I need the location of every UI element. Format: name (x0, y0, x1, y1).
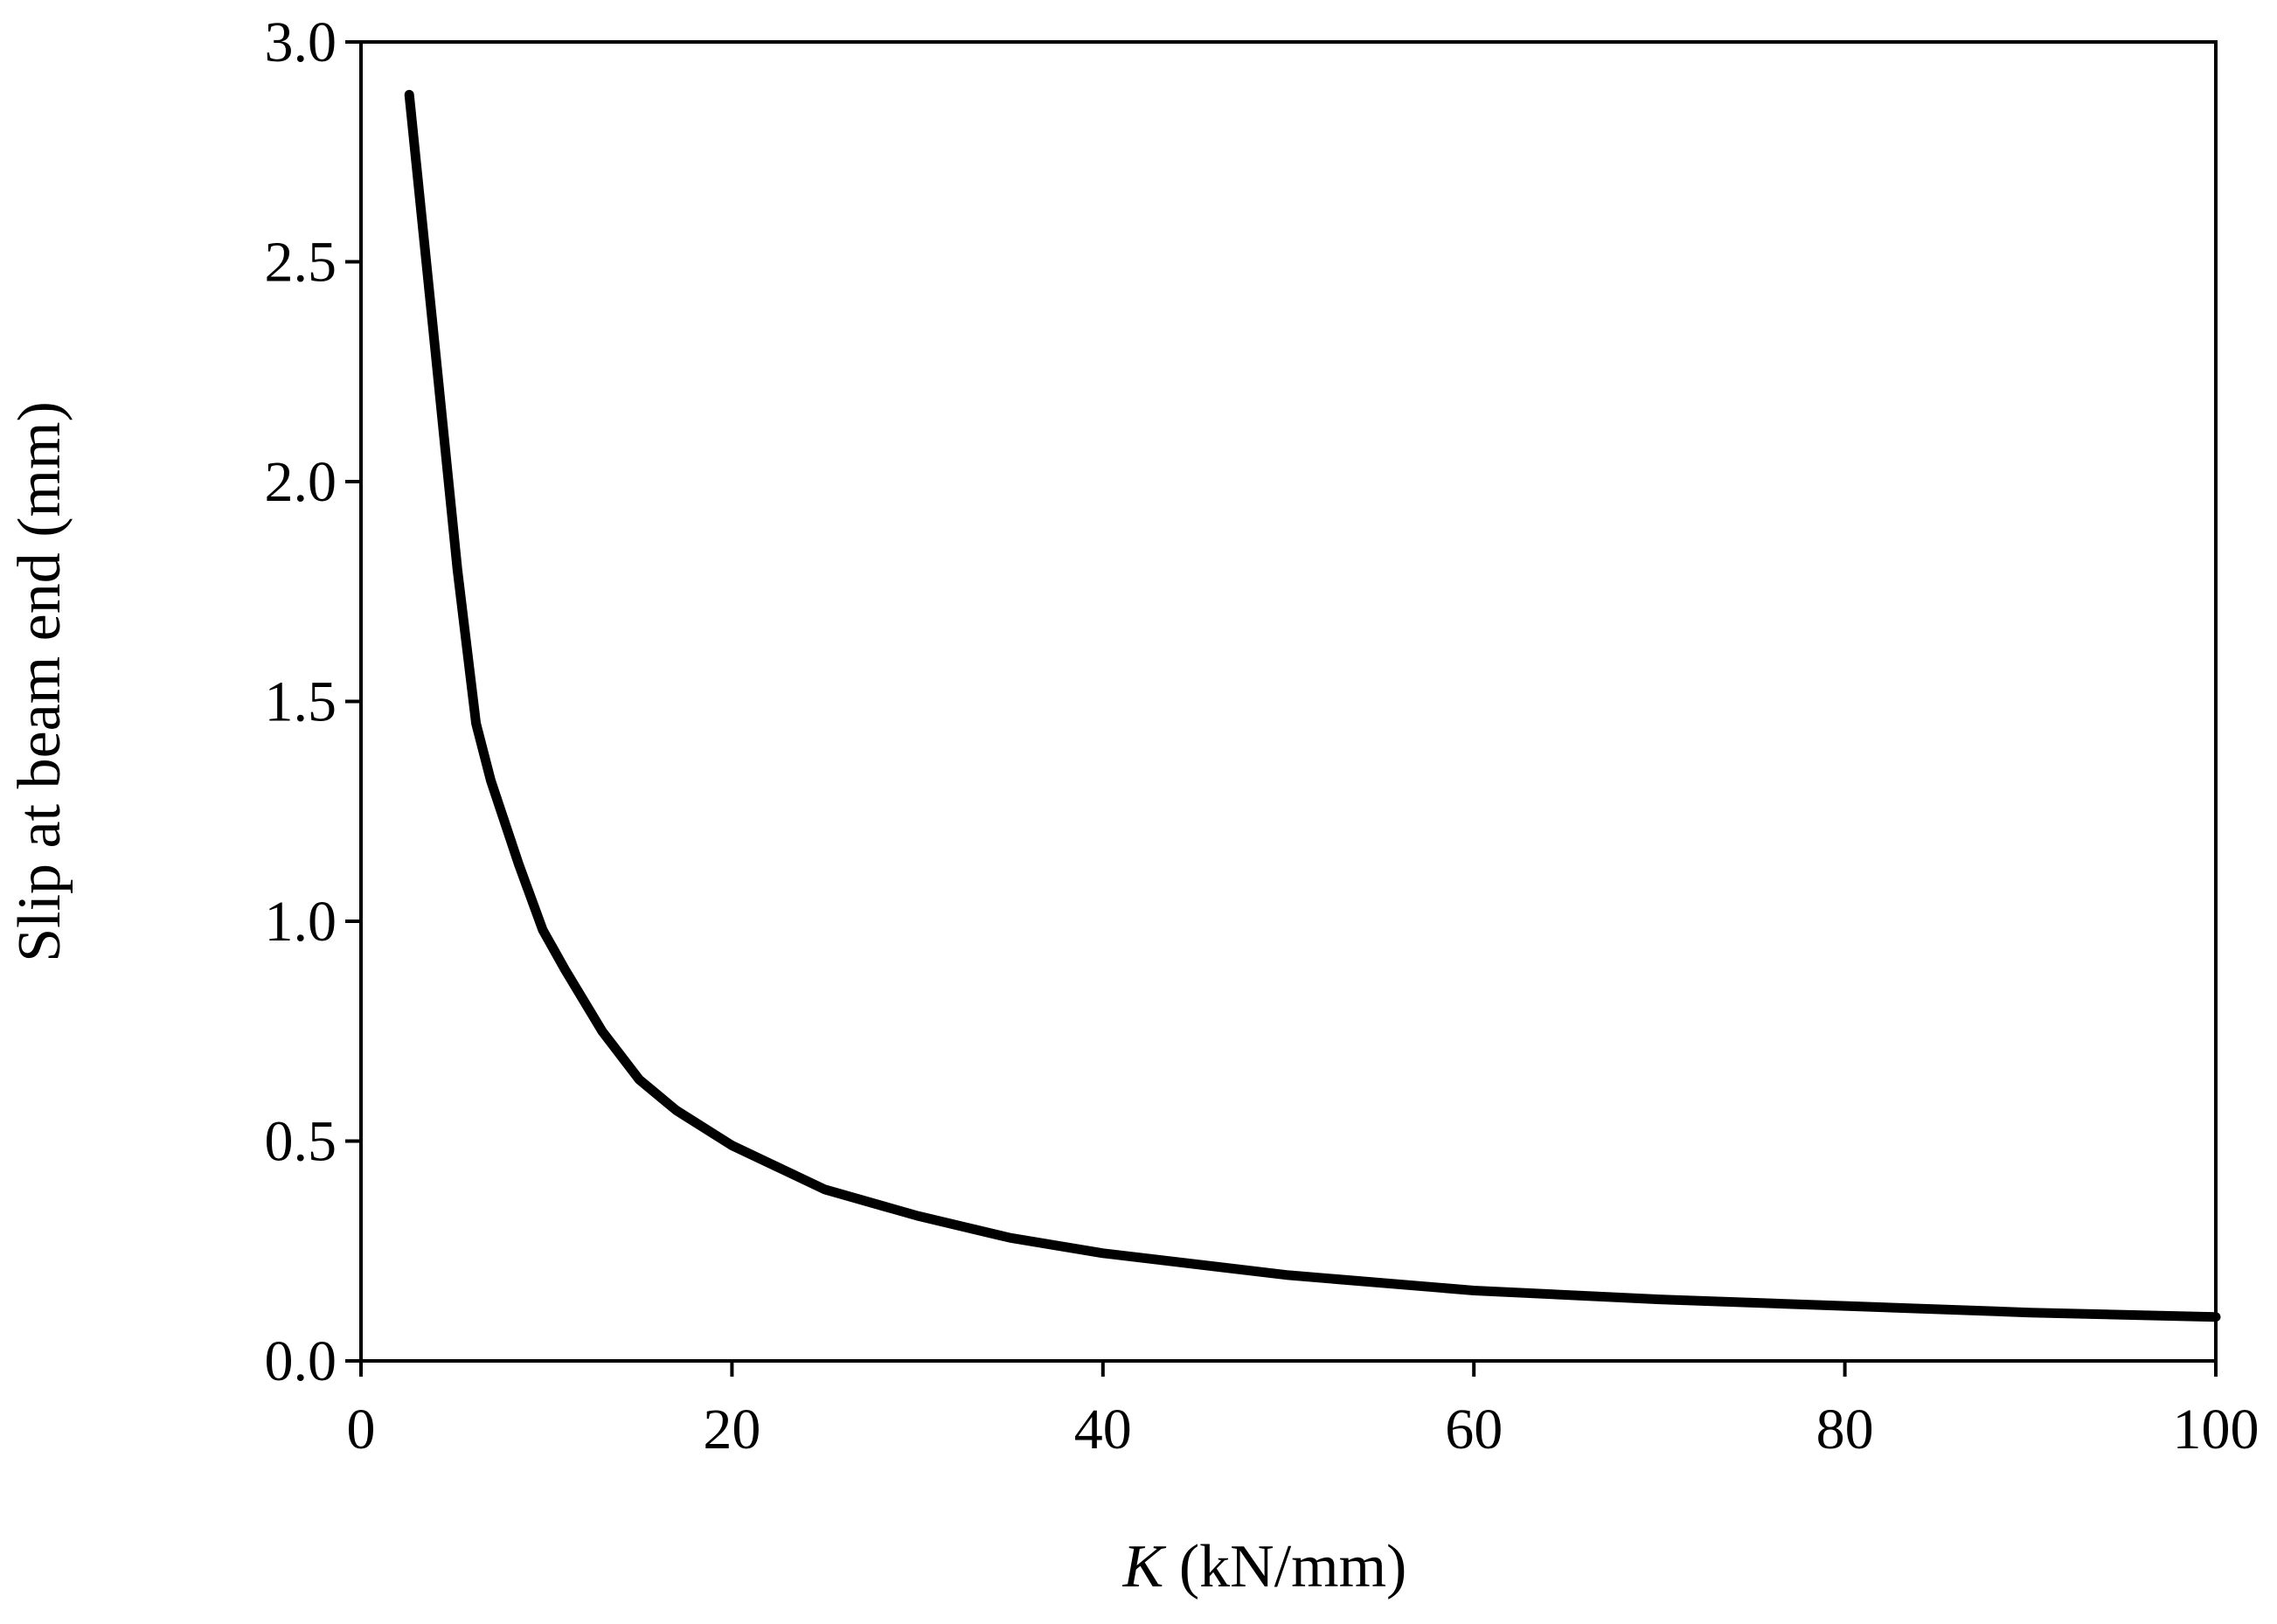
x-axis-ticks: 0 20 40 60 80 100 (347, 1361, 2260, 1461)
x-tick-label: 40 (1074, 1398, 1132, 1461)
y-tick-label: 1.5 (265, 670, 337, 734)
x-tick-label: 60 (1445, 1398, 1503, 1461)
y-tick-label: 1.0 (265, 890, 337, 954)
slip-curve (404, 89, 2221, 1322)
y-tick-label: 2.5 (265, 231, 337, 295)
x-tick-label: 80 (1816, 1398, 1874, 1461)
x-axis-title-unit: (kN/mm) (1163, 1533, 1406, 1600)
x-tick-label: 100 (2173, 1398, 2260, 1461)
y-axis-title: Slip at beam end (mm) (6, 401, 73, 962)
x-axis-title: K (kN/mm) (1122, 1533, 1407, 1600)
x-tick-label: 0 (347, 1398, 376, 1461)
x-axis-title-variable: K (1122, 1533, 1167, 1600)
y-axis-ticks: 0.0 0.5 1.0 1.5 2.0 2.5 3.0 (265, 10, 361, 1393)
plot-frame (359, 40, 2218, 1363)
y-tick-label: 0.0 (265, 1329, 337, 1393)
y-tick-label: 3.0 (265, 10, 337, 74)
x-tick-label: 20 (703, 1398, 760, 1461)
y-tick-label: 2.0 (265, 450, 337, 514)
y-tick-label: 0.5 (265, 1110, 337, 1174)
